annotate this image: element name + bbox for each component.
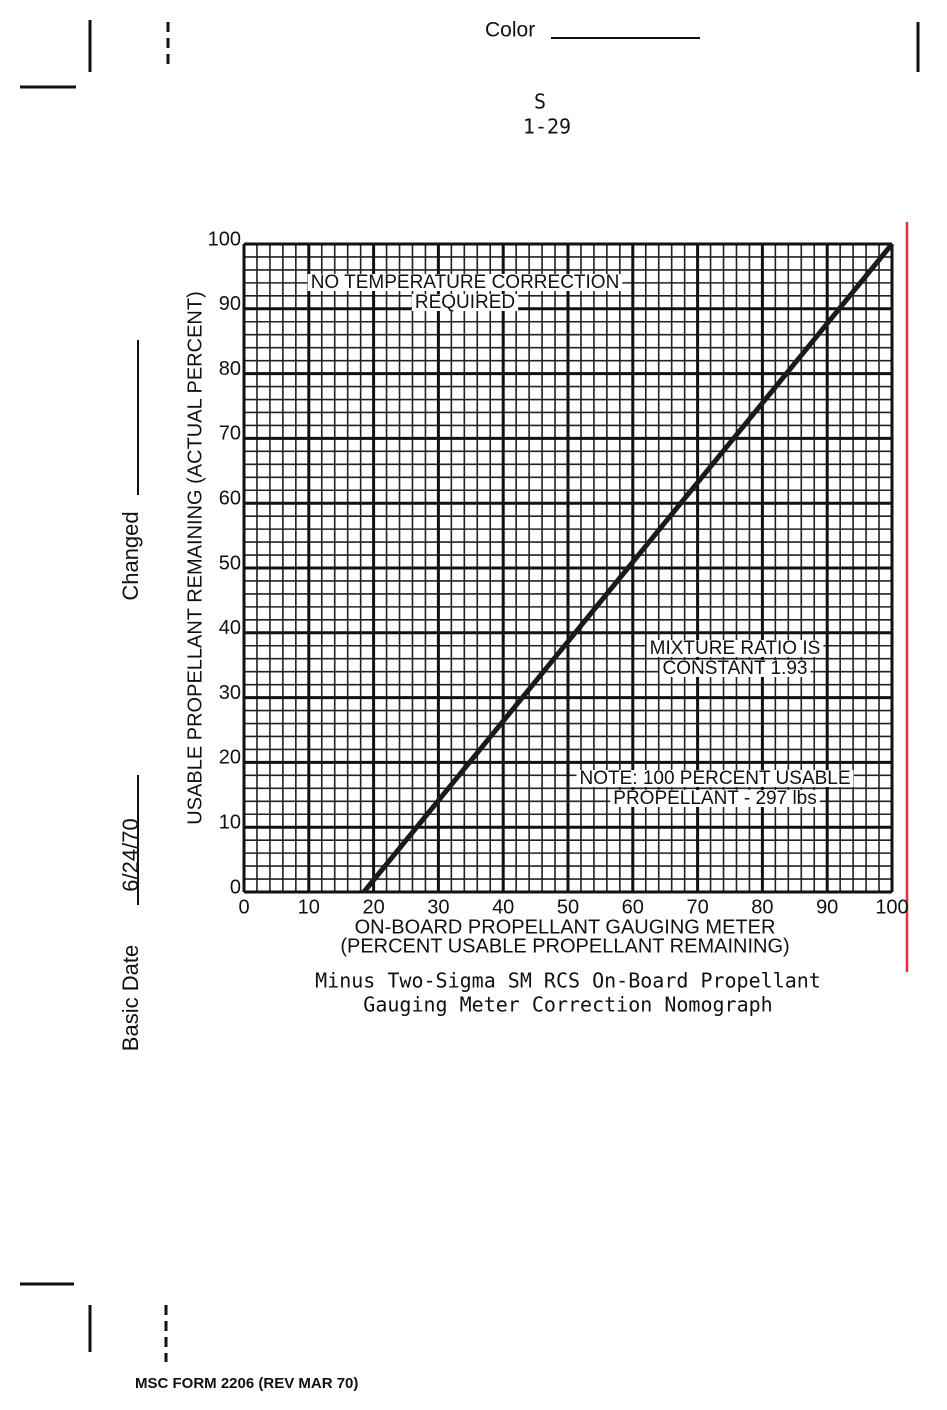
correction-line — [361, 242, 894, 894]
x-tick-label: 40 — [492, 896, 514, 918]
annotation: PROPELLANT - 297 lbs — [613, 788, 816, 809]
x-tick-label: 30 — [427, 896, 449, 918]
x-tick-label: 0 — [238, 896, 249, 918]
y-tick-label: 90 — [219, 293, 241, 315]
y-tick-label: 30 — [219, 682, 241, 704]
annotation-background — [610, 790, 820, 808]
y-axis-label: USABLE PROPELLANT REMAINING (ACTUAL PERC… — [184, 291, 206, 824]
crop-marks — [20, 20, 920, 1362]
annotation: NOTE: 100 PERCENT USABLE — [579, 768, 850, 789]
y-tick-label: 40 — [219, 617, 241, 639]
x-axis-label: ON-BOARD PROPELLANT GAUGING METER — [355, 916, 776, 938]
x-tick-label: 20 — [362, 896, 384, 918]
y-tick-label: 60 — [219, 487, 241, 509]
basic-date-label: Basic Date — [118, 945, 143, 1051]
x-tick-label: 90 — [816, 896, 838, 918]
annotation-background — [411, 294, 519, 312]
x-tick-label: 70 — [686, 896, 708, 918]
annotation-background — [659, 660, 811, 678]
annotation-background — [307, 274, 623, 292]
section: S — [534, 90, 546, 114]
changed-label: Changed — [118, 511, 143, 600]
y-tick-label: 70 — [219, 423, 241, 445]
y-tick-label: 20 — [219, 747, 241, 769]
caption: Gauging Meter Correction Nomograph — [363, 993, 772, 1017]
y-tick-label: 50 — [219, 552, 241, 574]
y-tick-label: 80 — [219, 358, 241, 380]
annotation-background — [646, 640, 824, 658]
y-tick-label: 0 — [230, 876, 241, 898]
x-tick-label: 60 — [622, 896, 644, 918]
caption: Minus Two-Sigma SM RCS On-Board Propella… — [315, 969, 821, 993]
y-tick-label: 100 — [208, 228, 241, 250]
chart: 0 10 20 30 40 50 60 70 80 90 100 0 10 20 30 40 50 60 70 80 9… — [184, 228, 908, 1016]
annotation: CONSTANT 1.93 — [662, 658, 807, 679]
annotation-background — [576, 770, 854, 788]
x-tick-label: 100 — [875, 896, 908, 918]
basic-date: 6/24/70 — [118, 818, 143, 891]
x-tick-label: 50 — [557, 896, 579, 918]
page-number: 1-29 — [523, 115, 571, 139]
x-tick-label: 80 — [751, 896, 773, 918]
color-label: Color — [485, 19, 535, 42]
annotation: MIXTURE RATIO IS — [650, 638, 821, 659]
x-tick-label: 10 — [298, 896, 320, 918]
annotation: NO TEMPERATURE CORRECTION — [311, 272, 620, 293]
annotation: REQUIRED — [415, 292, 515, 313]
x-axis-label: (PERCENT USABLE PROPELLANT REMAINING) — [340, 935, 789, 957]
y-tick-label: 10 — [219, 811, 241, 833]
form-number: MSC FORM 2206 (REV MAR 70) — [135, 1375, 358, 1392]
